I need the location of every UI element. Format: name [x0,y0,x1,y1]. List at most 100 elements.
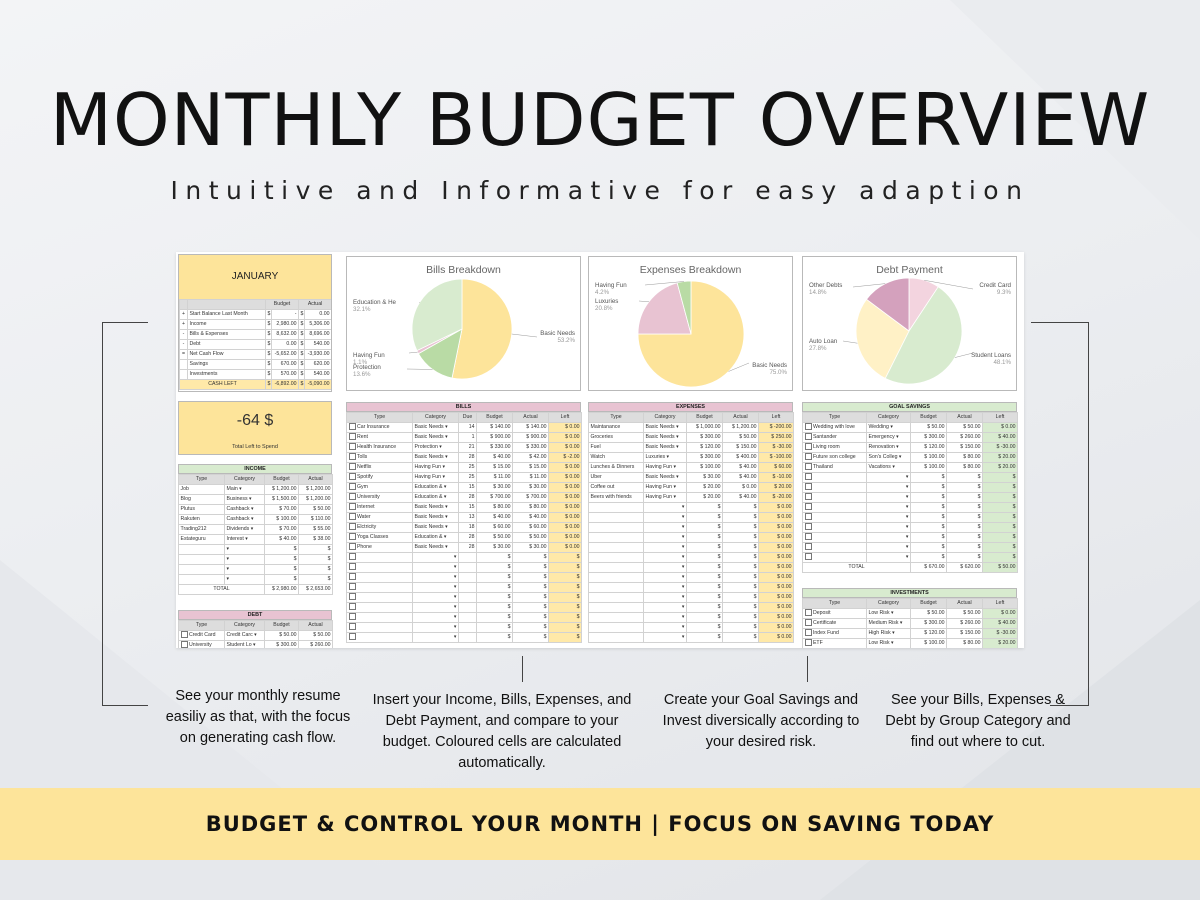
row-checkbox[interactable] [348,543,356,551]
type-cell[interactable]: University [178,640,225,648]
type-cell[interactable]: Future son college [802,452,867,463]
type-cell[interactable] [802,532,867,543]
money-cell: $ 0.00 [758,532,794,543]
row-checkbox[interactable] [348,443,356,451]
row-checkbox[interactable] [804,609,812,617]
type-cell[interactable]: Yoga Classes [346,532,413,543]
row-checkbox[interactable] [804,629,812,637]
row-checkbox[interactable] [804,503,812,511]
type-cell[interactable] [802,542,867,553]
row-checkbox[interactable] [348,603,356,611]
type-cell[interactable]: Thailand [802,462,867,473]
type-cell[interactable] [802,492,867,503]
type-cell[interactable]: Gym [346,482,413,493]
slice-label: Protection [353,364,381,371]
type-cell[interactable]: University [346,492,413,503]
row-checkbox[interactable] [804,543,812,551]
type-cell[interactable]: Index Fund [802,628,867,639]
type-cell[interactable]: ETF [802,638,867,648]
row-checkbox[interactable] [804,463,812,471]
row-checkbox[interactable] [348,433,356,441]
type-cell[interactable]: Credit Card [178,630,225,641]
row-checkbox[interactable] [804,639,812,647]
row-checkbox[interactable] [804,619,812,627]
row-checkbox[interactable] [804,453,812,461]
type-cell[interactable]: Netflix [346,462,413,473]
row-checkbox[interactable] [348,483,356,491]
row-checkbox[interactable] [804,553,812,561]
row-checkbox[interactable] [804,483,812,491]
due-cell [458,632,477,643]
type-cell[interactable]: Spotify [346,472,413,483]
money-cell: $ [982,512,1018,523]
type-cell[interactable]: Certificate [802,618,867,629]
row-checkbox[interactable] [348,623,356,631]
row-checkbox[interactable] [804,523,812,531]
row-checkbox[interactable] [348,633,356,641]
row-checkbox[interactable] [348,553,356,561]
type-cell[interactable] [802,552,867,563]
type-cell [588,612,644,623]
row-checkbox[interactable] [348,533,356,541]
type-cell[interactable] [346,612,413,623]
type-cell[interactable]: Santander [802,432,867,443]
budget-cell: 570.00 [270,369,300,380]
row-checkbox[interactable] [348,463,356,471]
type-cell[interactable] [346,622,413,633]
expenses-row: Fuel Basic Needs ▾ $ 120.00 $ 150.00 $ -30.0… [588,442,794,453]
type-cell[interactable] [802,512,867,523]
money-cell: $ [512,572,549,583]
row-checkbox[interactable] [804,513,812,521]
type-cell[interactable]: Tolls [346,452,413,463]
type-cell[interactable] [346,562,413,573]
type-cell[interactable] [346,572,413,583]
type-cell[interactable] [346,582,413,593]
row-checkbox[interactable] [180,631,188,639]
money-cell: $ [982,472,1018,483]
row-checkbox[interactable] [180,641,188,648]
row-checkbox[interactable] [804,423,812,431]
row-checkbox[interactable] [348,453,356,461]
money-cell: $ 0.00 [758,522,794,533]
row-checkbox[interactable] [804,433,812,441]
type-cell[interactable]: Elctricity [346,522,413,533]
row-checkbox[interactable] [804,493,812,501]
row-checkbox[interactable] [348,523,356,531]
row-checkbox[interactable] [348,613,356,621]
row-checkbox[interactable] [348,423,356,431]
type-cell[interactable]: Wedding with love [802,422,867,433]
type-cell[interactable]: Water [346,512,413,523]
type-cell[interactable] [346,632,413,643]
type-cell[interactable]: Rent [346,432,413,443]
row-checkbox[interactable] [804,533,812,541]
row-checkbox[interactable] [348,593,356,601]
type-cell[interactable]: Internet [346,502,413,513]
type-cell[interactable]: Phone [346,542,413,553]
row-checkbox[interactable] [348,503,356,511]
type-cell[interactable] [802,472,867,483]
expenses-row: Watch Luxuries ▾ $ 300.00 $ 400.00 $ -100.00 [588,452,794,463]
type-cell[interactable]: Health Insurance [346,442,413,453]
type-cell[interactable]: Car Insurance [346,422,413,433]
row-checkbox[interactable] [348,563,356,571]
type-cell[interactable] [802,522,867,533]
type-cell[interactable] [346,602,413,613]
row-checkbox[interactable] [348,513,356,521]
type-cell[interactable] [802,482,867,493]
type-cell[interactable]: Deposit [802,608,867,619]
row-checkbox[interactable] [348,473,356,481]
row-checkbox[interactable] [804,443,812,451]
type-cell[interactable]: Living room [802,442,867,453]
type-cell[interactable] [346,552,413,563]
money-cell: $ -20.00 [758,492,794,503]
row-checkbox[interactable] [348,583,356,591]
row-checkbox[interactable] [348,573,356,581]
row-checkbox[interactable] [804,473,812,481]
money-cell: $ 0.00 [758,562,794,573]
row-checkbox[interactable] [348,493,356,501]
bills-row: University Education & ▾ 28 $ 700.00 $ 700.0… [346,492,582,503]
budget-cell: - [270,309,300,320]
type-cell[interactable] [802,502,867,513]
money-cell: $ 50.00 [982,562,1018,573]
type-cell[interactable] [346,592,413,603]
